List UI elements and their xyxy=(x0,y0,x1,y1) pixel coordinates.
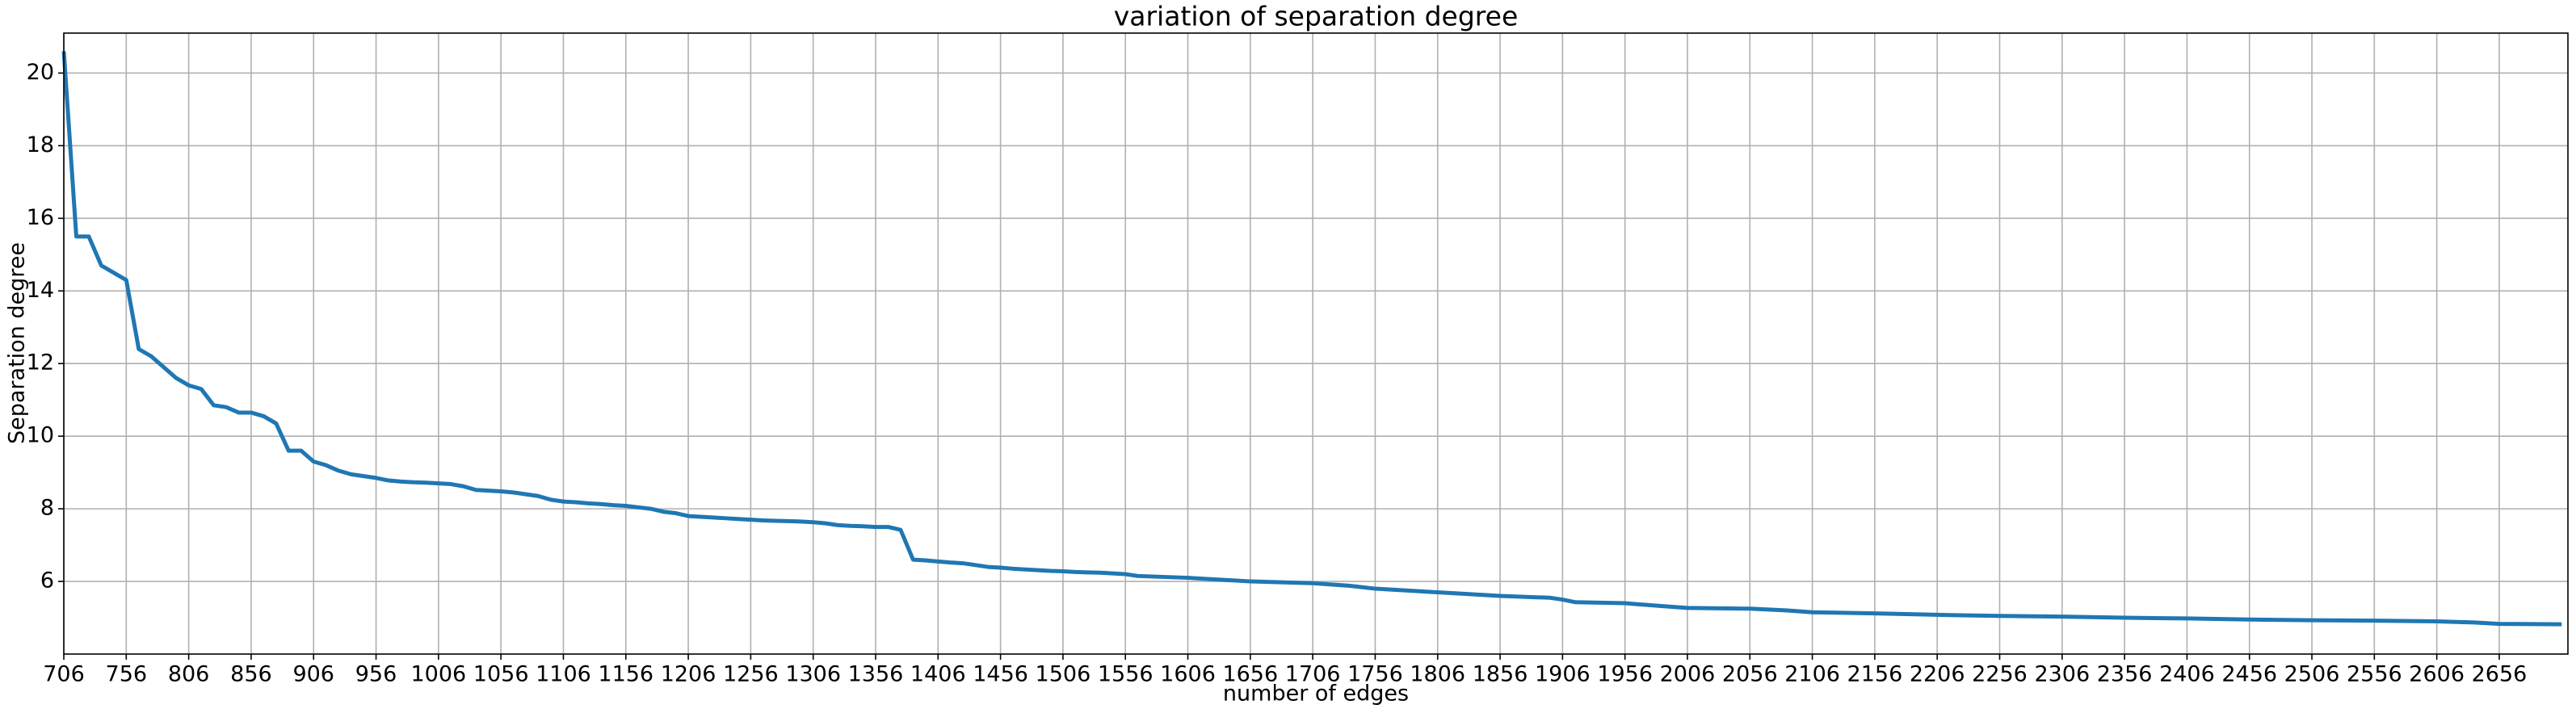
x-tick-label: 806 xyxy=(168,662,210,687)
x-tick-label: 906 xyxy=(292,662,334,687)
x-tick-label: 1606 xyxy=(1160,662,1216,687)
x-tick-label: 1706 xyxy=(1285,662,1341,687)
x-tick-label: 1056 xyxy=(473,662,529,687)
x-tick-label: 1456 xyxy=(973,662,1028,687)
x-tick-label: 2506 xyxy=(2284,662,2340,687)
x-tick-label: 1656 xyxy=(1222,662,1278,687)
y-tick-label: 16 xyxy=(27,205,54,230)
x-tick-label: 2556 xyxy=(2347,662,2402,687)
x-tick-label: 1506 xyxy=(1036,662,1091,687)
y-axis-label: Separation degree xyxy=(5,242,30,444)
x-tick-label: 1006 xyxy=(410,662,466,687)
x-tick-label: 2006 xyxy=(1660,662,1716,687)
x-tick-label: 2356 xyxy=(2097,662,2153,687)
y-tick-label: 6 xyxy=(40,568,54,593)
x-tick-label: 1256 xyxy=(723,662,779,687)
y-tick-label: 14 xyxy=(27,278,54,303)
x-tick-label: 2406 xyxy=(2159,662,2215,687)
x-tick-label: 2256 xyxy=(1972,662,2028,687)
x-tick-label: 1856 xyxy=(1473,662,1528,687)
x-tick-label: 1106 xyxy=(536,662,591,687)
x-tick-label: 1206 xyxy=(661,662,716,687)
x-axis-label: number of edges xyxy=(1223,682,1409,707)
x-tick-label: 756 xyxy=(106,662,148,687)
x-tick-label: 1556 xyxy=(1098,662,1154,687)
x-tick-label: 856 xyxy=(230,662,272,687)
x-tick-label: 706 xyxy=(43,662,85,687)
x-tick-label: 956 xyxy=(355,662,397,687)
plot-frame xyxy=(63,32,2569,655)
x-tick-label: 2106 xyxy=(1784,662,1840,687)
chart-title: variation of separation degree xyxy=(1114,1,1519,32)
x-tick-label: 1406 xyxy=(910,662,966,687)
x-tick-label: 2656 xyxy=(2472,662,2528,687)
x-tick-label: 1956 xyxy=(1597,662,1653,687)
x-tick-label: 1356 xyxy=(848,662,904,687)
data-line xyxy=(61,51,2562,627)
y-tick-label: 18 xyxy=(27,132,54,157)
x-tick-label: 2056 xyxy=(1722,662,1778,687)
x-tick-label: 2206 xyxy=(1910,662,1965,687)
x-tick-label: 1806 xyxy=(1410,662,1465,687)
x-tick-label: 1306 xyxy=(785,662,841,687)
x-tick-label: 2456 xyxy=(2221,662,2277,687)
x-tick-label: 2606 xyxy=(2409,662,2465,687)
y-tick-label: 10 xyxy=(27,423,54,448)
y-tick-label: 20 xyxy=(27,60,54,85)
x-tick-label: 2306 xyxy=(2034,662,2090,687)
x-tick-label: 1756 xyxy=(1347,662,1403,687)
y-tick-label: 8 xyxy=(40,496,54,521)
x-tick-label: 1156 xyxy=(598,662,653,687)
x-tick-label: 2156 xyxy=(1847,662,1903,687)
y-tick-label: 12 xyxy=(27,350,54,375)
x-tick-label: 1906 xyxy=(1535,662,1591,687)
